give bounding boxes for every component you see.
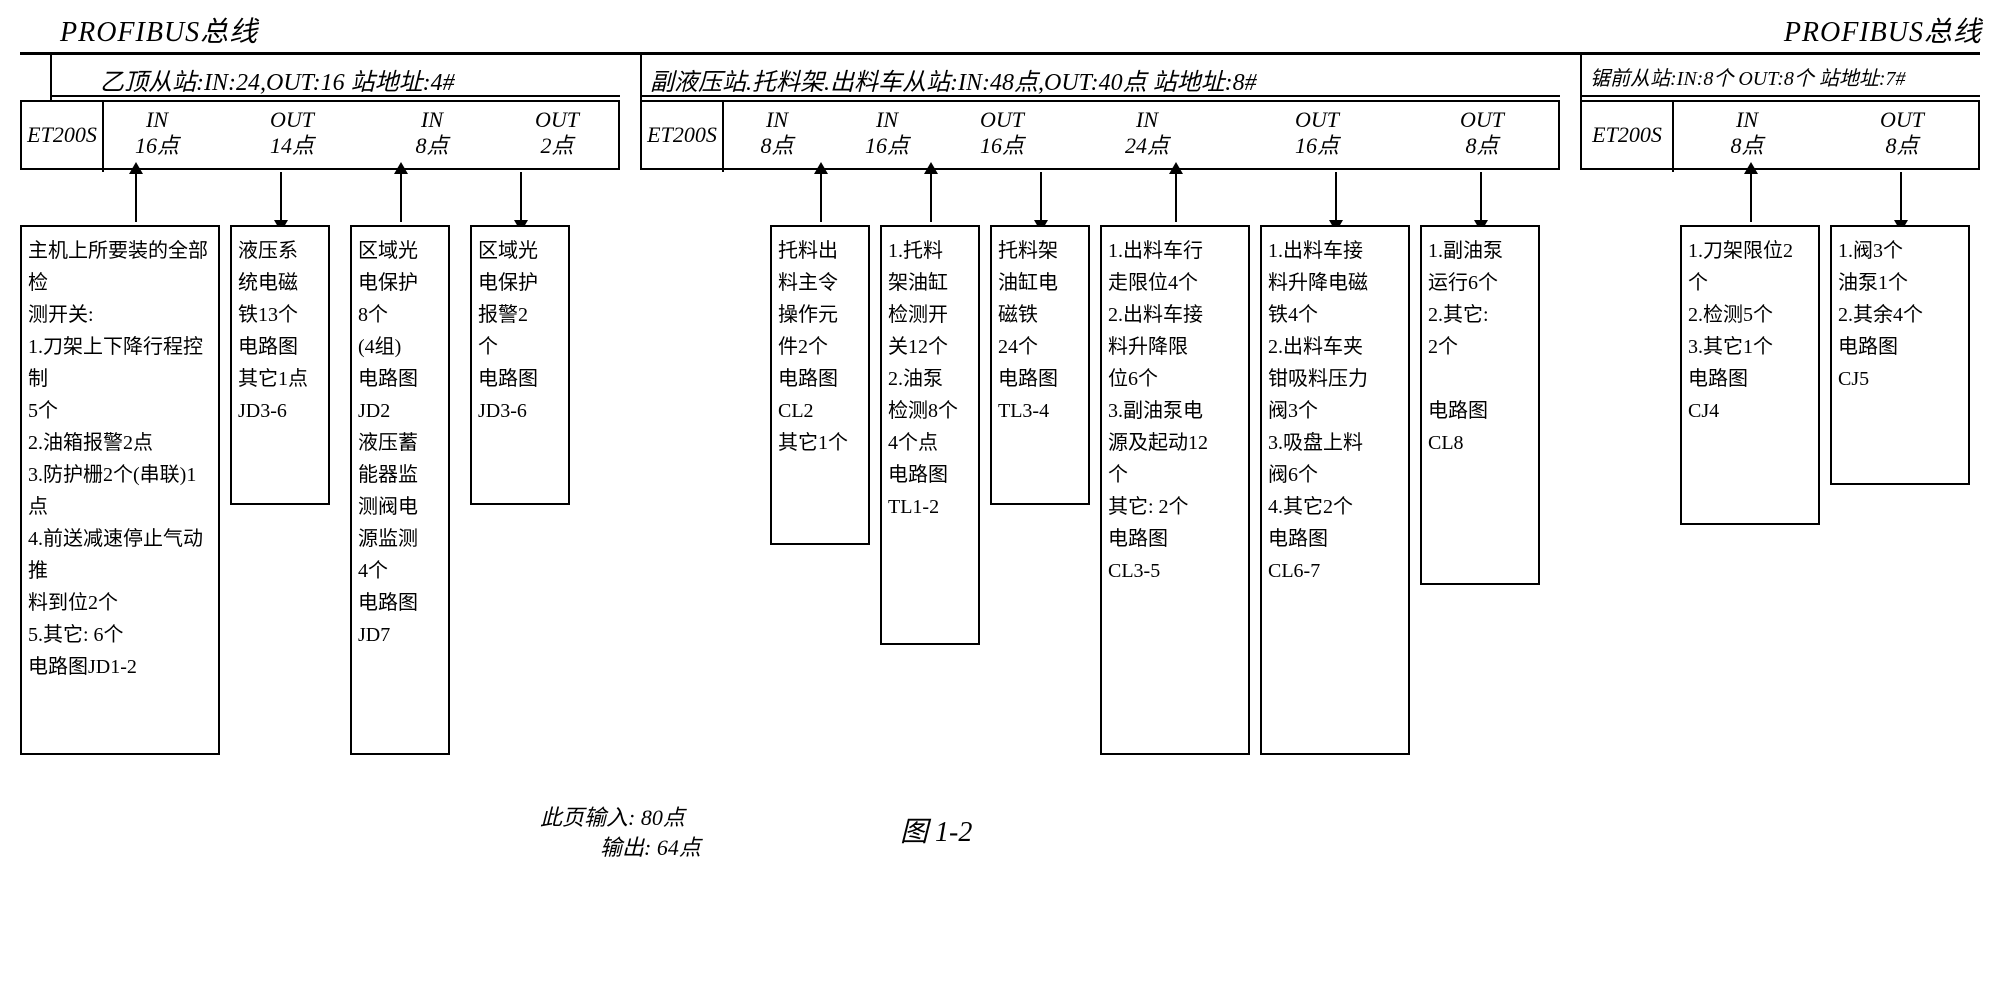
station2-arrow0 bbox=[820, 172, 822, 222]
station3-detail1: 1.阀3个 油泵1个 2.其余4个 电路图 CJ5 bbox=[1830, 225, 1970, 485]
station1-port1: OUT14点 bbox=[212, 107, 372, 160]
station1-arrow0 bbox=[135, 172, 137, 222]
station1-port2: IN8点 bbox=[372, 107, 492, 160]
bus-line-main bbox=[20, 52, 1980, 55]
station3-et-label: ET200S bbox=[1582, 122, 1672, 148]
station3-arrow1 bbox=[1900, 172, 1902, 222]
station1-arrow1 bbox=[280, 172, 282, 222]
bus-label-right: PROFIBUS总线 bbox=[1784, 10, 1982, 50]
station2-port5: OUT8点 bbox=[1402, 107, 1562, 160]
station2-port-box: ET200S IN8点 IN16点 OUT16点 IN24点 OUT16点 OU… bbox=[640, 100, 1560, 170]
station2-detail2: 托料架 油缸电 磁铁 24个 电路图 TL3-4 bbox=[990, 225, 1090, 505]
station1-port0: IN16点 bbox=[102, 107, 212, 160]
figure-label: 图 1-2 bbox=[900, 810, 972, 850]
station1-header: 乙顶从站:IN:24,OUT:16 站地址:4# bbox=[100, 62, 455, 97]
station2-port4: OUT16点 bbox=[1232, 107, 1402, 160]
station2-port3: IN24点 bbox=[1062, 107, 1232, 160]
station2-arrow3 bbox=[1175, 172, 1177, 222]
station3-port-box: ET200S IN8点 OUT8点 bbox=[1580, 100, 1980, 170]
station2-port0: IN8点 bbox=[722, 107, 832, 160]
footer-output: 输出: 64点 bbox=[600, 830, 701, 862]
station2-detail3: 1.出料车行 走限位4个 2.出料车接 料升降限 位6个 3.副油泵电 源及起动… bbox=[1100, 225, 1250, 755]
bus-label-left: PROFIBUS总线 bbox=[60, 10, 258, 50]
station2-arrow1 bbox=[930, 172, 932, 222]
bus-drop2 bbox=[640, 52, 642, 100]
station2-detail0: 托料出 料主令 操作元 件2个 电路图 CL2 其它1个 bbox=[770, 225, 870, 545]
station2-header: 副液压站.托料架.出料车从站:IN:48点,OUT:40点 站地址:8# bbox=[650, 62, 1257, 97]
station1-detail1: 液压系 统电磁 铁13个 电路图 其它1点 JD3-6 bbox=[230, 225, 330, 505]
station1-port-box: ET200S IN16点 OUT14点 IN8点 OUT2点 bbox=[20, 100, 620, 170]
station3-port1: OUT8点 bbox=[1822, 107, 1982, 160]
station3-detail0: 1.刀架限位2 个 2.检测5个 3.其它1个 电路图 CJ4 bbox=[1680, 225, 1820, 525]
station2-detail4: 1.出料车接 料升降电磁 铁4个 2.出料车夹 钳吸料压力 阀3个 3.吸盘上料… bbox=[1260, 225, 1410, 755]
station1-port3: OUT2点 bbox=[492, 107, 622, 160]
station1-detail3: 区域光 电保护 报警2 个 电路图 JD3-6 bbox=[470, 225, 570, 505]
station2-port2: OUT16点 bbox=[942, 107, 1062, 160]
station1-detail2: 区域光 电保护 8个 (4组) 电路图 JD2 液压蓄 能器监 测阀电 源监测 … bbox=[350, 225, 450, 755]
station1-arrow3 bbox=[520, 172, 522, 222]
station2-hdr-line bbox=[640, 95, 1560, 97]
bus-drop1 bbox=[50, 52, 52, 100]
station1-hdr-line bbox=[50, 95, 620, 97]
station2-detail5: 1.副油泵 运行6个 2.其它: 2个 电路图 CL8 bbox=[1420, 225, 1540, 585]
station2-arrow5 bbox=[1480, 172, 1482, 222]
bus-drop3 bbox=[1580, 52, 1582, 100]
station1-detail0: 主机上所要装的全部检 测开关: 1.刀架上下降行程控制 5个 2.油箱报警2点 … bbox=[20, 225, 220, 755]
station3-hdr-line bbox=[1580, 95, 1980, 97]
station2-arrow4 bbox=[1335, 172, 1337, 222]
station3-header: 锯前从站:IN:8个 OUT:8个 站地址:7# bbox=[1590, 62, 1906, 91]
station2-port1: IN16点 bbox=[832, 107, 942, 160]
footer-input: 此页输入: 80点 bbox=[540, 800, 685, 832]
station1-et-label: ET200S bbox=[22, 122, 102, 148]
station2-detail1: 1.托料 架油缸 检测开 关12个 2.油泵 检测8个 4个点 电路图 TL1-… bbox=[880, 225, 980, 645]
station3-port0: IN8点 bbox=[1672, 107, 1822, 160]
station1-arrow2 bbox=[400, 172, 402, 222]
station2-et-label: ET200S bbox=[642, 122, 722, 148]
station2-arrow2 bbox=[1040, 172, 1042, 222]
station3-arrow0 bbox=[1750, 172, 1752, 222]
